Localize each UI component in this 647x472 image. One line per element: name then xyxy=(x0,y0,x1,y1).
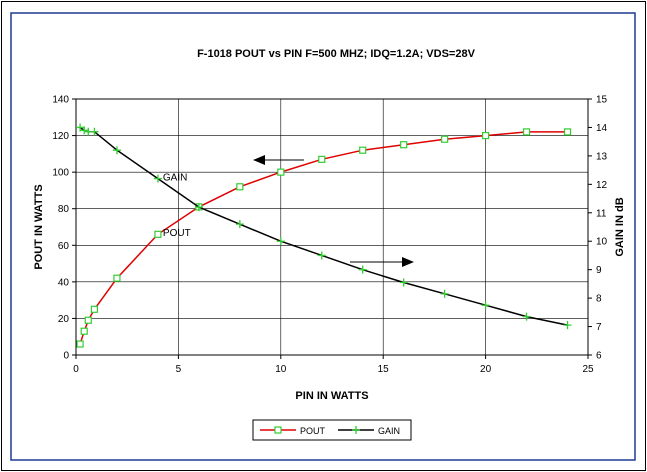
legend-item-gain: GAIN xyxy=(338,426,400,436)
annotations: GAIN POUT xyxy=(163,173,191,239)
y2-tick-label: 15 xyxy=(596,95,608,106)
data-point-gain xyxy=(276,237,285,246)
y-tick-label: 0 xyxy=(63,351,69,362)
series-line-pout xyxy=(79,131,568,345)
data-point-gain xyxy=(194,203,203,212)
chart-title: F-1018 POUT vs PIN F=500 MHZ; IDQ=1.2A; … xyxy=(197,48,476,60)
gain-direction-arrow xyxy=(350,257,414,267)
legend-box xyxy=(252,419,412,441)
data-point-pout xyxy=(84,316,92,324)
data-point-pout xyxy=(482,131,490,140)
y-tick-label: 40 xyxy=(58,277,70,288)
data-point-pout xyxy=(236,183,244,191)
y2-tick-label: 11 xyxy=(596,208,607,219)
y-tick-label: 60 xyxy=(58,241,70,252)
y2-tick-label: 13 xyxy=(596,151,608,162)
data-point-pout xyxy=(318,155,326,163)
data-point-pout xyxy=(113,274,121,282)
y-tick-label: 140 xyxy=(52,95,69,106)
y2-tick-label: 14 xyxy=(596,123,608,134)
y-tick-label: 20 xyxy=(58,314,70,325)
y2-tick-label: 12 xyxy=(596,180,608,191)
data-series xyxy=(76,123,572,348)
data-point-pout xyxy=(359,146,367,154)
pout-direction-arrow xyxy=(253,155,304,165)
x-axis-label: PIN IN WATTS xyxy=(295,390,368,402)
data-point-gain xyxy=(76,123,85,132)
x-tick-label: 25 xyxy=(582,364,594,375)
y-tick-label: 120 xyxy=(52,131,69,142)
data-point-pout xyxy=(441,135,449,143)
data-point-gain xyxy=(317,251,326,260)
plot-area-border xyxy=(75,98,589,356)
data-point-gain xyxy=(80,126,89,135)
x-tick-label: 20 xyxy=(480,364,492,375)
data-point-pout xyxy=(522,128,531,136)
y2-tick-label: 9 xyxy=(596,265,602,276)
legend-label-gain: GAIN xyxy=(378,426,400,436)
x-tick-label: 15 xyxy=(378,364,390,375)
data-point-gain xyxy=(153,174,162,183)
legend: POUT GAIN xyxy=(252,419,412,441)
data-point-pout xyxy=(563,128,572,136)
x-tick-label: 5 xyxy=(176,364,182,375)
data-point-gain xyxy=(481,301,490,310)
axis-ticks: 0 5 10 15 20 25 0 20 40 60 80 100 120 140 6 7 8 9 10 11 12 13… xyxy=(52,95,607,376)
grid-lines xyxy=(76,99,588,355)
y-tick-label: 80 xyxy=(58,204,70,215)
x-tick-label: 0 xyxy=(73,364,79,375)
annotation-gain: GAIN xyxy=(163,173,187,184)
x-tick-label: 10 xyxy=(275,364,287,375)
y2-axis-label: GAIN IN dB xyxy=(614,197,626,256)
data-point-pout xyxy=(76,340,84,348)
annotation-pout: POUT xyxy=(163,228,191,239)
data-point-gain xyxy=(90,127,99,136)
data-point-pout xyxy=(277,168,285,176)
data-point-gain xyxy=(399,278,408,287)
data-point-gain xyxy=(112,146,121,155)
chart-frame-border xyxy=(10,12,636,461)
data-point-pout xyxy=(90,305,99,313)
legend-label-pout: POUT xyxy=(300,426,326,436)
legend-item-pout: POUT xyxy=(260,426,326,436)
y2-tick-label: 6 xyxy=(596,351,602,362)
data-point-pout xyxy=(154,230,162,238)
y2-tick-label: 7 xyxy=(596,322,602,333)
data-point-pout xyxy=(80,327,88,335)
data-point-pout xyxy=(400,141,408,149)
y2-tick-label: 8 xyxy=(596,294,602,305)
data-point-gain xyxy=(358,265,367,274)
y2-tick-label: 10 xyxy=(596,237,608,248)
y-tick-label: 100 xyxy=(52,168,69,179)
y-axis-label: POUT IN WATTS xyxy=(33,184,45,269)
data-point-gain xyxy=(235,220,244,229)
data-point-gain xyxy=(563,321,572,330)
data-point-gain xyxy=(522,312,531,321)
data-point-gain xyxy=(440,289,449,298)
